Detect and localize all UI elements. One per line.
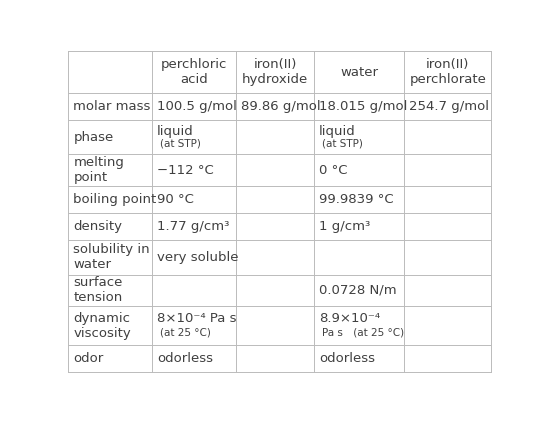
Text: 0.0728 N/m: 0.0728 N/m (319, 284, 397, 297)
Text: Pa s (at 25 °C): Pa s (at 25 °C) (322, 328, 404, 338)
Text: 89.86 g/mol: 89.86 g/mol (241, 100, 321, 113)
Text: (at STP): (at STP) (322, 138, 363, 148)
Text: melting
point: melting point (73, 156, 124, 184)
Text: 1 g/cm³: 1 g/cm³ (319, 220, 370, 233)
Text: phase: phase (73, 131, 114, 144)
Text: liquid: liquid (157, 124, 194, 138)
Text: (at STP): (at STP) (159, 138, 200, 148)
Text: liquid: liquid (319, 124, 356, 138)
Text: perchloric
acid: perchloric acid (161, 58, 227, 86)
Text: density: density (73, 220, 122, 233)
Text: boiling point: boiling point (73, 193, 157, 206)
Text: solubility in
water: solubility in water (73, 243, 150, 271)
Text: 100.5 g/mol: 100.5 g/mol (157, 100, 237, 113)
Text: very soluble: very soluble (157, 251, 239, 264)
Text: molar mass: molar mass (73, 100, 151, 113)
Text: iron(II)
perchlorate: iron(II) perchlorate (410, 58, 486, 86)
Text: (at 25 °C): (at 25 °C) (159, 328, 211, 338)
Text: 90 °C: 90 °C (157, 193, 194, 206)
Text: 0 °C: 0 °C (319, 164, 348, 177)
Text: 8×10⁻⁴ Pa s: 8×10⁻⁴ Pa s (157, 312, 236, 325)
Text: iron(II)
hydroxide: iron(II) hydroxide (242, 58, 308, 86)
Text: 254.7 g/mol: 254.7 g/mol (410, 100, 489, 113)
Text: odorless: odorless (319, 352, 375, 365)
Text: odorless: odorless (157, 352, 213, 365)
Text: surface
tension: surface tension (73, 276, 123, 305)
Text: dynamic
viscosity: dynamic viscosity (73, 312, 131, 340)
Text: 99.9839 °C: 99.9839 °C (319, 193, 394, 206)
Text: 8.9×10⁻⁴: 8.9×10⁻⁴ (319, 312, 381, 325)
Text: −112 °C: −112 °C (157, 164, 214, 177)
Text: water: water (340, 66, 378, 79)
Text: 18.015 g/mol: 18.015 g/mol (319, 100, 407, 113)
Text: 1.77 g/cm³: 1.77 g/cm³ (157, 220, 229, 233)
Text: odor: odor (73, 352, 104, 365)
